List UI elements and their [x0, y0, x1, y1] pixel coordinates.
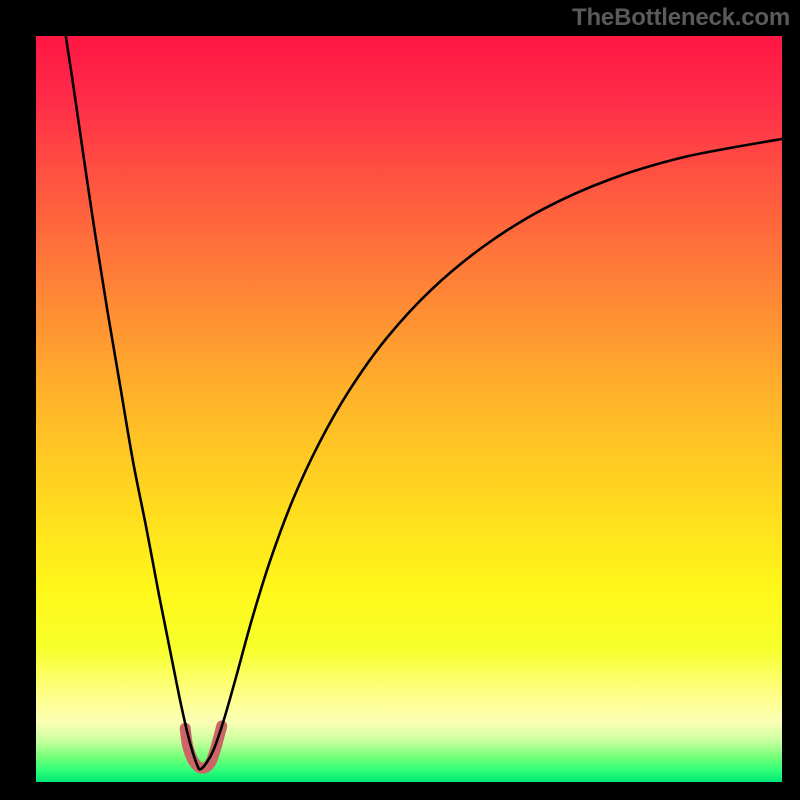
plot-svg: [36, 36, 782, 782]
plot-area: [36, 36, 782, 782]
chart-container: TheBottleneck.com: [0, 0, 800, 800]
bottleneck-curve: [66, 36, 782, 769]
watermark-text: TheBottleneck.com: [572, 4, 790, 32]
